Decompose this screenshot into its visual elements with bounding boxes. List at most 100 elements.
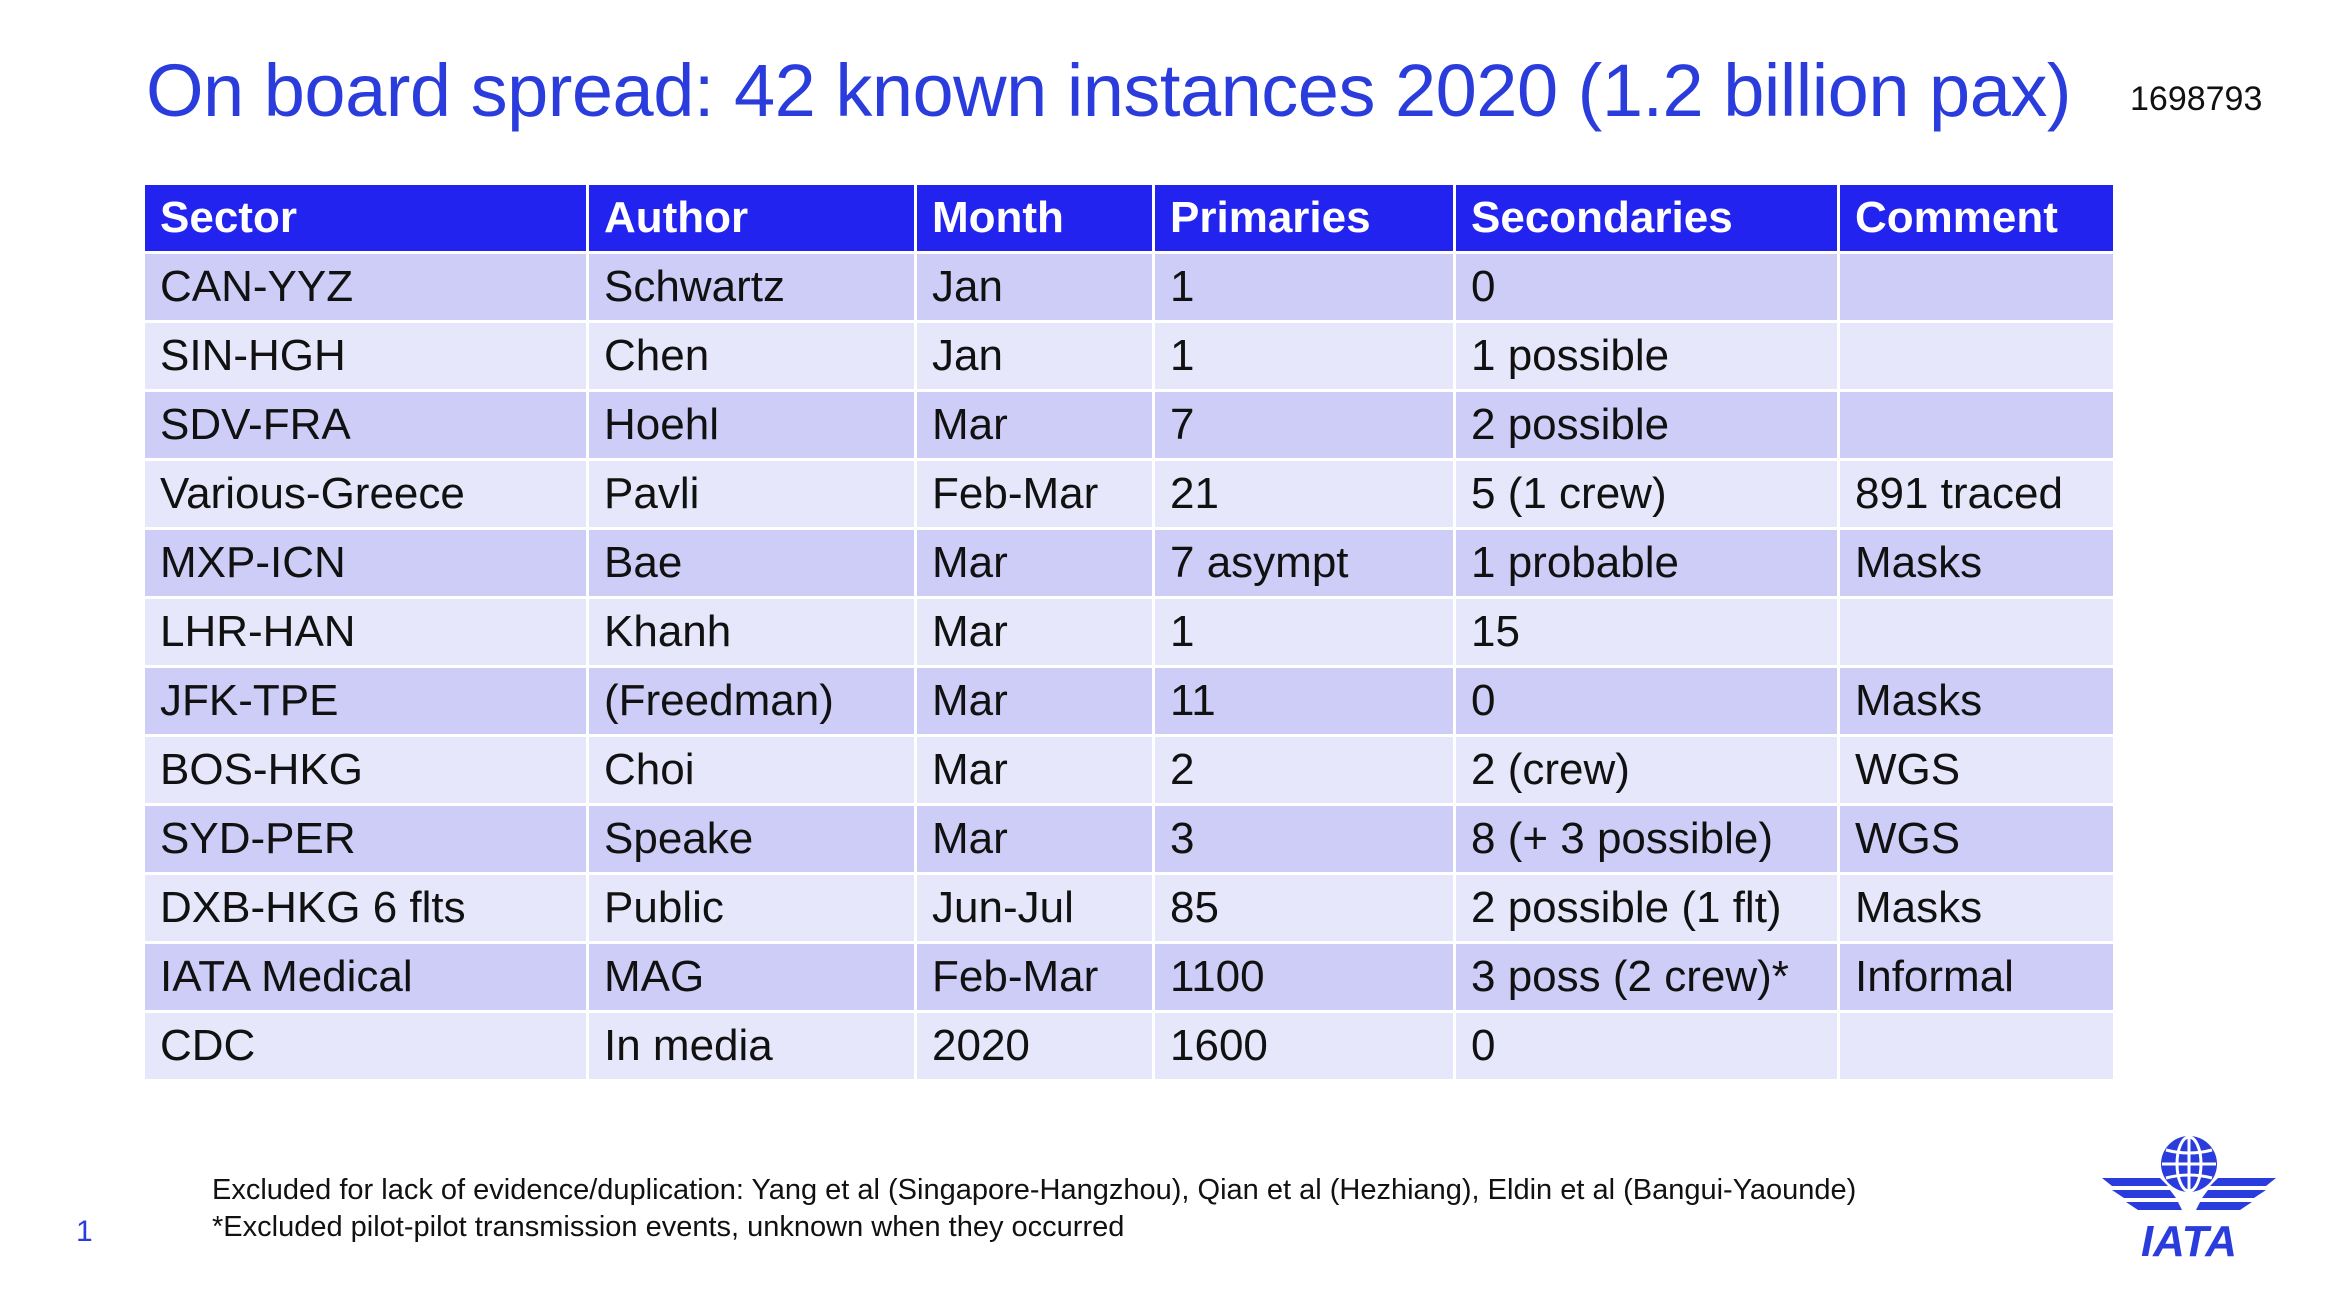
cell-month: Mar xyxy=(914,389,1155,461)
cell-month: Mar xyxy=(914,803,1155,875)
cell-sector: BOS-HKG xyxy=(142,734,589,806)
cell-comment xyxy=(1837,251,2116,323)
cell-month: Feb-Mar xyxy=(914,941,1155,1013)
cell-month: Feb-Mar xyxy=(914,458,1155,530)
cell-month: Mar xyxy=(914,665,1155,737)
cell-author: Public xyxy=(586,872,917,944)
cell-primaries: 1600 xyxy=(1152,1010,1456,1082)
header-month: Month xyxy=(914,182,1155,254)
cell-author: Pavli xyxy=(586,458,917,530)
cell-secondaries: 0 xyxy=(1453,1010,1840,1082)
table-row: LHR-HAN Khanh Mar 1 15 xyxy=(142,596,2116,668)
footnote-pilot: *Excluded pilot-pilot transmission event… xyxy=(212,1211,1125,1243)
cell-comment: WGS xyxy=(1837,734,2116,806)
cell-comment: Informal xyxy=(1837,941,2116,1013)
cell-comment: Masks xyxy=(1837,872,2116,944)
cell-sector: CDC xyxy=(142,1010,589,1082)
cell-primaries: 7 asympt xyxy=(1152,527,1456,599)
cell-primaries: 1 xyxy=(1152,320,1456,392)
footnotes: Excluded for lack of evidence/duplicatio… xyxy=(212,1172,1856,1246)
cell-author: Chen xyxy=(586,320,917,392)
cell-secondaries: 2 possible xyxy=(1453,389,1840,461)
header-sector: Sector xyxy=(142,182,589,254)
slide-id: 1698793 xyxy=(2130,80,2263,118)
cell-month: Jan xyxy=(914,320,1155,392)
cell-primaries: 85 xyxy=(1152,872,1456,944)
cell-primaries: 1100 xyxy=(1152,941,1456,1013)
cell-month: Jun-Jul xyxy=(914,872,1155,944)
cell-author: Choi xyxy=(586,734,917,806)
cell-secondaries: 3 poss (2 crew)* xyxy=(1453,941,1840,1013)
cell-secondaries: 0 xyxy=(1453,251,1840,323)
cell-primaries: 2 xyxy=(1152,734,1456,806)
table-row: DXB-HKG 6 flts Public Jun-Jul 85 2 possi… xyxy=(142,872,2116,944)
cell-comment xyxy=(1837,320,2116,392)
header-author: Author xyxy=(586,182,917,254)
footnote-excluded: Excluded for lack of evidence/duplicatio… xyxy=(212,1174,1857,1206)
table-row: Various-Greece Pavli Feb-Mar 21 5 (1 cre… xyxy=(142,458,2116,530)
cell-comment: WGS xyxy=(1837,803,2116,875)
iata-logo-text: IATA xyxy=(2141,1217,2237,1260)
table-header-row: Sector Author Month Primaries Secondarie… xyxy=(142,182,2116,254)
table-row: IATA Medical MAG Feb-Mar 1100 3 poss (2 … xyxy=(142,941,2116,1013)
cell-sector: SDV-FRA xyxy=(142,389,589,461)
table-row: SYD-PER Speake Mar 3 8 (+ 3 possible) WG… xyxy=(142,803,2116,875)
cell-primaries: 7 xyxy=(1152,389,1456,461)
iata-globe-wings-logo: IATA xyxy=(2102,1135,2276,1260)
table-row: BOS-HKG Choi Mar 2 2 (crew) WGS xyxy=(142,734,2116,806)
cell-author: (Freedman) xyxy=(586,665,917,737)
cell-sector: JFK-TPE xyxy=(142,665,589,737)
cell-secondaries: 1 probable xyxy=(1453,527,1840,599)
cell-sector: CAN-YYZ xyxy=(142,251,589,323)
cell-comment xyxy=(1837,1010,2116,1082)
cell-month: 2020 xyxy=(914,1010,1155,1082)
cell-sector: Various-Greece xyxy=(142,458,589,530)
cell-author: Bae xyxy=(586,527,917,599)
cell-sector: SIN-HGH xyxy=(142,320,589,392)
transmission-table: Sector Author Month Primaries Secondarie… xyxy=(142,182,2116,1082)
cell-sector: IATA Medical xyxy=(142,941,589,1013)
cell-sector: SYD-PER xyxy=(142,803,589,875)
cell-comment: 891 traced xyxy=(1837,458,2116,530)
table-row: SDV-FRA Hoehl Mar 7 2 possible xyxy=(142,389,2116,461)
header-comment: Comment xyxy=(1837,182,2116,254)
cell-author: Khanh xyxy=(586,596,917,668)
cell-author: In media xyxy=(586,1010,917,1082)
cell-secondaries: 0 xyxy=(1453,665,1840,737)
cell-month: Jan xyxy=(914,251,1155,323)
cell-sector: DXB-HKG 6 flts xyxy=(142,872,589,944)
cell-secondaries: 8 (+ 3 possible) xyxy=(1453,803,1840,875)
cell-primaries: 3 xyxy=(1152,803,1456,875)
cell-author: MAG xyxy=(586,941,917,1013)
table-row: MXP-ICN Bae Mar 7 asympt 1 probable Mask… xyxy=(142,527,2116,599)
cell-author: Speake xyxy=(586,803,917,875)
cell-author: Schwartz xyxy=(586,251,917,323)
cell-secondaries: 2 (crew) xyxy=(1453,734,1840,806)
cell-secondaries: 15 xyxy=(1453,596,1840,668)
cell-month: Mar xyxy=(914,734,1155,806)
cell-month: Mar xyxy=(914,527,1155,599)
cell-author: Hoehl xyxy=(586,389,917,461)
cell-sector: MXP-ICN xyxy=(142,527,589,599)
cell-sector: LHR-HAN xyxy=(142,596,589,668)
cell-comment xyxy=(1837,389,2116,461)
cell-secondaries: 2 possible (1 flt) xyxy=(1453,872,1840,944)
cell-comment: Masks xyxy=(1837,527,2116,599)
header-primaries: Primaries xyxy=(1152,182,1456,254)
cell-month: Mar xyxy=(914,596,1155,668)
page-number: 1 xyxy=(76,1215,93,1248)
cell-primaries: 1 xyxy=(1152,596,1456,668)
table-row: CAN-YYZ Schwartz Jan 1 0 xyxy=(142,251,2116,323)
cell-secondaries: 5 (1 crew) xyxy=(1453,458,1840,530)
table-row: CDC In media 2020 1600 0 xyxy=(142,1010,2116,1082)
cell-secondaries: 1 possible xyxy=(1453,320,1840,392)
cell-comment xyxy=(1837,596,2116,668)
cell-primaries: 11 xyxy=(1152,665,1456,737)
header-secondaries: Secondaries xyxy=(1453,182,1840,254)
cell-primaries: 21 xyxy=(1152,458,1456,530)
cell-comment: Masks xyxy=(1837,665,2116,737)
table-row: JFK-TPE (Freedman) Mar 11 0 Masks xyxy=(142,665,2116,737)
slide-title: On board spread: 42 known instances 2020… xyxy=(146,49,2072,132)
cell-primaries: 1 xyxy=(1152,251,1456,323)
table-row: SIN-HGH Chen Jan 1 1 possible xyxy=(142,320,2116,392)
